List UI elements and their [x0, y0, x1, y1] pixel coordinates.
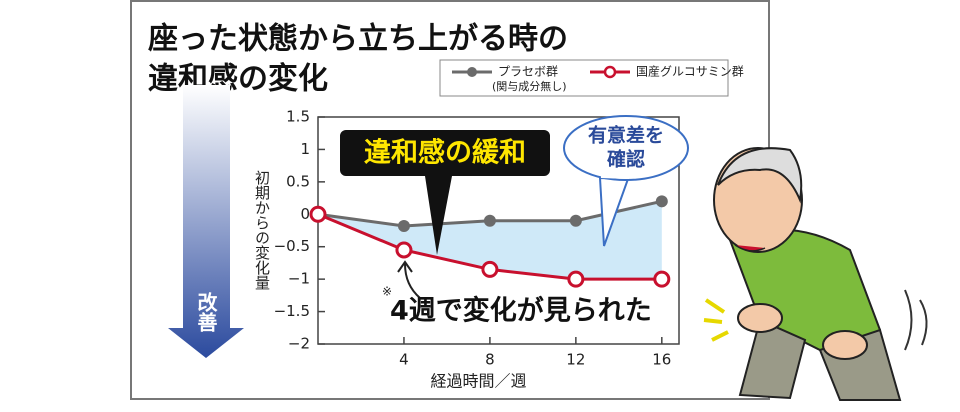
y-tick-label: −2 [288, 335, 310, 353]
y-tick-label: −1.5 [274, 302, 310, 320]
character [703, 147, 928, 401]
y-tick-label: −0.5 [274, 237, 310, 255]
legend-note: (関与成分無し) [492, 79, 567, 93]
series-point [653, 270, 671, 288]
callout-box [340, 130, 550, 255]
series-point [569, 214, 582, 227]
series-point [397, 219, 410, 232]
x-tick-label: 12 [566, 351, 585, 369]
x-tick-label: 4 [399, 351, 409, 369]
series-point [567, 270, 585, 288]
y-tick-label: −1 [288, 270, 310, 288]
plot-frame [317, 116, 680, 345]
callout-text: 違和感の緩和 [364, 137, 526, 169]
series-point [395, 241, 413, 259]
legend-label: 国産グルコサミン群 [636, 64, 744, 79]
bubble-text: 確認 [607, 148, 645, 171]
pointer-arrow [397, 260, 421, 299]
improve-label: 改善 [194, 291, 218, 333]
x-tick-label: 16 [652, 351, 671, 369]
legend-marker [603, 65, 617, 79]
improve-arrow [168, 85, 244, 358]
legend-label: プラセボ群 [498, 65, 558, 79]
bubble [563, 115, 689, 181]
x-axis-label: 経過時間／週 [430, 372, 526, 391]
legend-marker [467, 67, 477, 77]
annotation: 4週で変化が見られた [390, 295, 652, 327]
x-tick-label: 8 [485, 351, 495, 369]
y-axis-label: 初期からの変化量 [253, 170, 271, 290]
bubble-joint [600, 174, 630, 179]
y-tick-label: 0.5 [286, 172, 310, 190]
chart-title: 座った状態から立ち上がる時の [148, 22, 568, 57]
bubble-text: 有意差を [588, 124, 664, 147]
legend-box [439, 59, 729, 97]
note-mark: ※ [382, 285, 392, 299]
series-point [481, 260, 499, 278]
y-tick-label: 0 [300, 205, 310, 223]
series-point [655, 195, 668, 208]
y-tick-label: 1.5 [286, 108, 310, 126]
series-point [309, 205, 327, 223]
series-point [483, 214, 496, 227]
chart-title: 違和感の変化 [148, 62, 328, 97]
y-tick-label: 1 [300, 140, 310, 158]
